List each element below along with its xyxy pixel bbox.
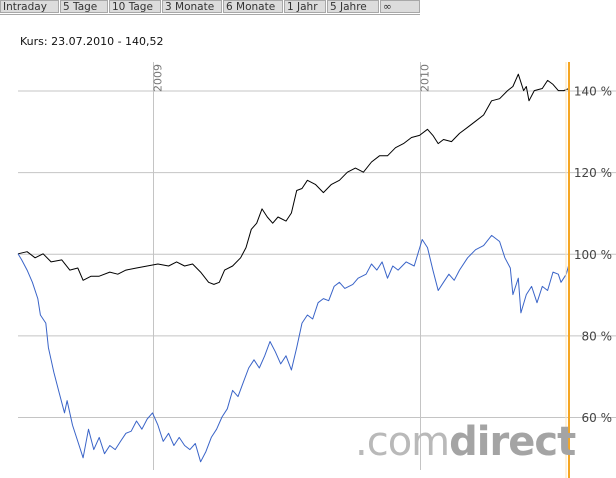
x-tick-label: 2009 <box>152 64 165 92</box>
tab-6-monate[interactable]: 6 Monate <box>223 0 283 13</box>
tab-10-tage[interactable]: 10 Tage <box>109 0 161 13</box>
tab-max[interactable]: ∞ <box>380 0 420 13</box>
tabbar-underline <box>0 14 420 15</box>
series-line-black <box>17 73 570 285</box>
y-tick-label: 80 % <box>582 329 613 343</box>
watermark-part-com: .com <box>355 419 450 465</box>
tab-intraday[interactable]: Intraday <box>0 0 59 13</box>
timeframe-tabbar: Intraday 5 Tage 10 Tage 3 Monate 6 Monat… <box>0 0 616 15</box>
tab-5-tage[interactable]: 5 Tage <box>60 0 108 13</box>
price-readout: Kurs: 23.07.2010 - 140,52 <box>20 35 164 48</box>
series-line-blue <box>17 234 570 463</box>
comdirect-watermark: .comdirect <box>355 419 576 465</box>
watermark-part-direct: direct <box>449 419 576 465</box>
x-tick-label: 2010 <box>419 64 432 92</box>
y-tick-label: 60 % <box>582 411 613 425</box>
tab-1-jahr[interactable]: 1 Jahr <box>284 0 326 13</box>
y-tick-label: 120 % <box>574 166 612 180</box>
y-tick-label: 140 % <box>574 85 612 99</box>
y-tick-label: 100 % <box>574 248 612 262</box>
tab-5-jahre[interactable]: 5 Jahre <box>327 0 379 13</box>
tab-3-monate[interactable]: 3 Monate <box>162 0 222 13</box>
